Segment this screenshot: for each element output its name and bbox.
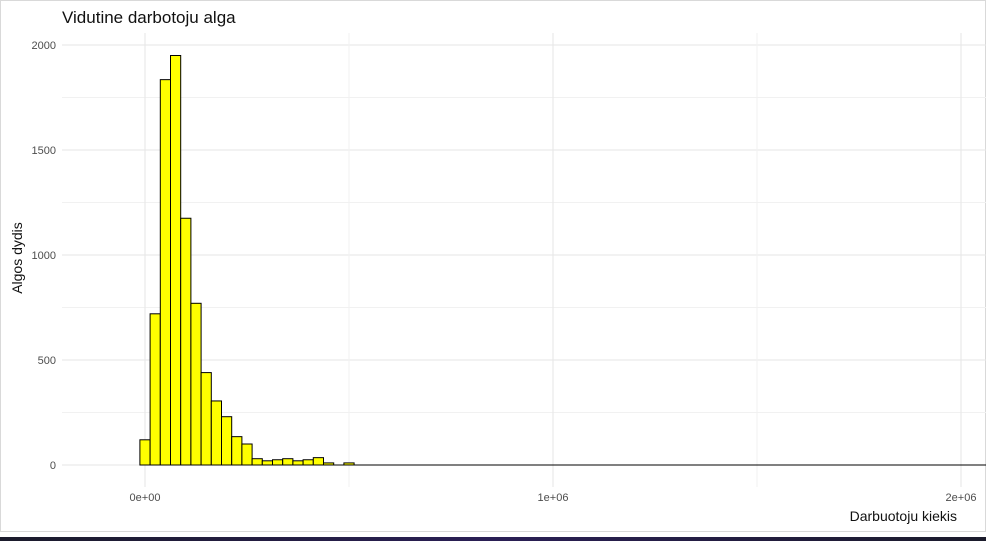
x-axis-title: Darbuotoju kiekis [850,508,957,524]
histogram-bar [180,217,192,466]
x-axis-ticks: 0e+00 1e+06 2e+06 [130,492,977,504]
y-axis-title: Algos dydis [9,222,25,294]
histogram-bar [312,457,324,466]
histogram-bar [282,458,294,466]
y-tick-label: 500 [38,355,56,367]
histogram-bar [292,460,304,466]
grid-lines [62,33,986,487]
y-tick-label: 2000 [32,40,56,52]
y-tick-label: 1500 [32,145,56,157]
histogram-bar [149,313,161,466]
y-tick-label: 0 [50,460,56,472]
histogram-bar [261,460,273,466]
histogram-bar [221,416,233,466]
x-tick-label: 2e+06 [946,492,977,504]
y-axis-ticks: 0 500 1000 1500 2000 [32,40,56,472]
histogram-bar [241,443,253,466]
chart-title: Vidutine darbotoju alga [62,8,236,27]
bars-group [139,55,355,466]
histogram-bar [139,439,151,466]
histogram-bar [231,436,243,466]
histogram-bar [251,458,263,466]
taskbar-strip [0,537,986,541]
histogram-bar [170,55,182,466]
x-tick-label: 1e+06 [538,492,569,504]
histogram-bar [190,302,202,466]
y-tick-label: 1000 [32,250,56,262]
x-tick-label: 0e+00 [130,492,161,504]
histogram-bar [159,79,172,466]
histogram-bar [302,459,314,466]
histogram-bar [200,372,212,466]
histogram-bar [272,459,284,466]
histogram-bar [210,400,223,466]
